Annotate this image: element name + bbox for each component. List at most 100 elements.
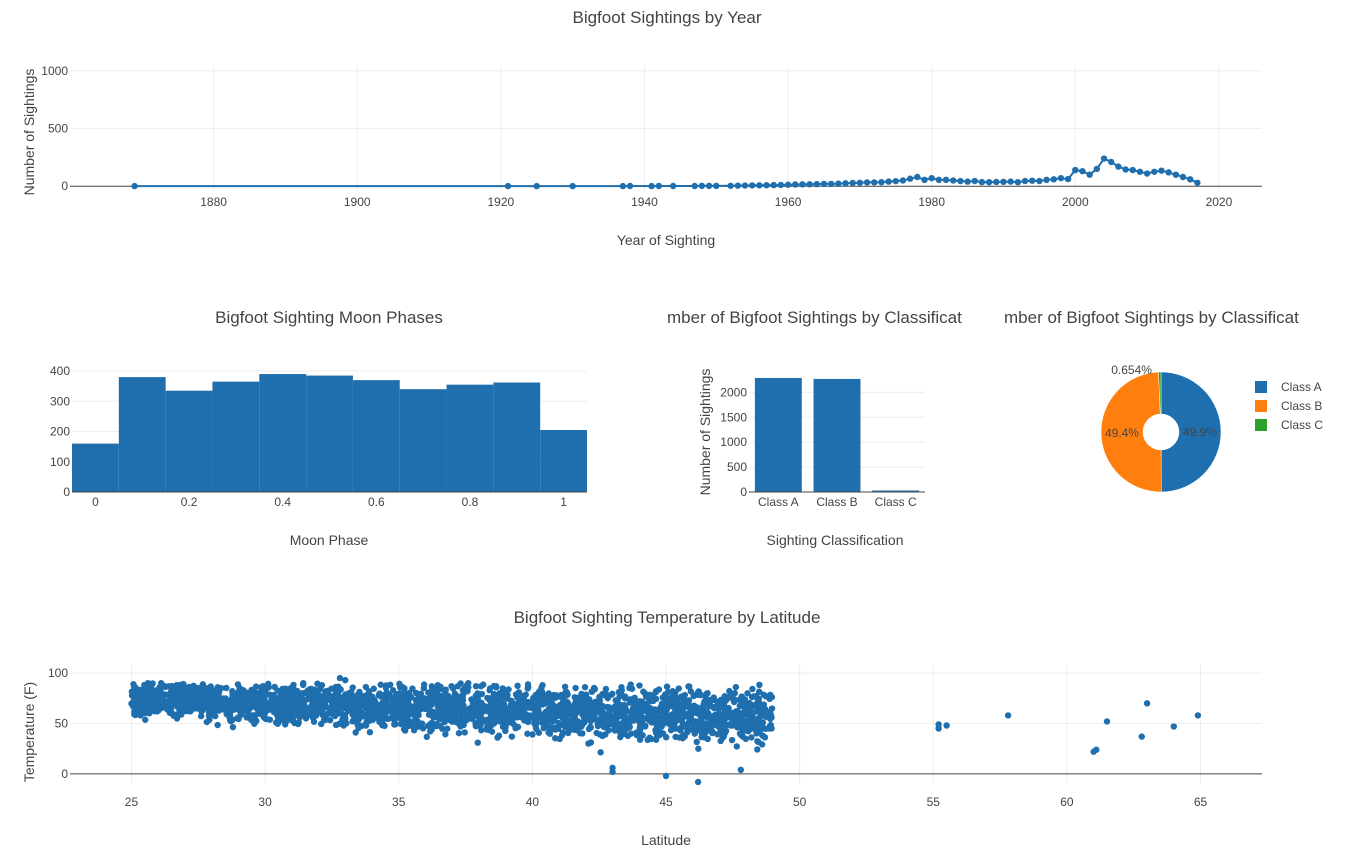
temp-data-point[interactable]	[935, 725, 942, 732]
year-data-point[interactable]	[756, 182, 763, 189]
temp-data-point[interactable]	[943, 722, 950, 729]
year-data-point[interactable]	[978, 178, 986, 186]
classbar-bar[interactable]	[813, 378, 861, 492]
year-data-point[interactable]	[1064, 175, 1072, 183]
temp-data-point[interactable]	[1194, 712, 1202, 719]
moon-histogram-bar[interactable]	[212, 381, 260, 492]
year-data-point[interactable]	[741, 182, 749, 189]
year-data-point[interactable]	[1036, 177, 1043, 185]
year-data-point[interactable]	[705, 182, 713, 190]
year-data-point[interactable]	[835, 180, 842, 187]
year-data-point[interactable]	[533, 182, 540, 190]
moon-histogram-bar[interactable]	[493, 382, 541, 492]
legend-swatch[interactable]	[1255, 381, 1267, 393]
temp-data-point[interactable]	[609, 764, 616, 772]
year-data-point[interactable]	[1129, 166, 1136, 174]
classbar-bar[interactable]	[872, 490, 920, 492]
moon-histogram-bar[interactable]	[72, 443, 119, 492]
moon-histogram-bar[interactable]	[306, 375, 353, 492]
year-data-point[interactable]	[748, 182, 756, 189]
year-data-point[interactable]	[648, 182, 655, 190]
temp-data-point[interactable]	[737, 766, 745, 774]
year-data-point[interactable]	[1000, 178, 1007, 186]
year-data-point[interactable]	[1136, 168, 1144, 175]
moon-histogram-bar[interactable]	[399, 389, 447, 492]
year-data-point[interactable]	[1100, 155, 1108, 162]
year-data-point[interactable]	[763, 181, 770, 189]
pie-slice[interactable]	[1160, 371, 1222, 493]
year-data-point[interactable]	[1007, 178, 1014, 185]
year-data-point[interactable]	[813, 180, 820, 188]
year-data-point[interactable]	[806, 181, 813, 188]
year-data-point[interactable]	[899, 177, 907, 184]
year-data-point[interactable]	[504, 182, 512, 190]
year-data-point[interactable]	[935, 176, 943, 184]
year-data-point[interactable]	[885, 178, 892, 185]
year-data-point[interactable]	[1043, 176, 1050, 184]
temp-data-point[interactable]	[336, 674, 344, 682]
pie-slice[interactable]	[1100, 371, 1162, 493]
year-data-point[interactable]	[1165, 169, 1172, 176]
year-data-point[interactable]	[921, 176, 928, 184]
year-data-point[interactable]	[985, 178, 993, 186]
year-data-point[interactable]	[1194, 179, 1201, 186]
year-data-point[interactable]	[993, 178, 1000, 186]
year-data-point[interactable]	[827, 180, 835, 188]
temp-data-point[interactable]	[694, 778, 702, 786]
year-data-point[interactable]	[655, 182, 663, 190]
year-data-point[interactable]	[770, 181, 777, 189]
year-data-point[interactable]	[784, 181, 792, 188]
year-data-point[interactable]	[1179, 173, 1187, 181]
year-data-point[interactable]	[777, 181, 785, 189]
class-pie-legend[interactable]: Class A Class B Class C	[1255, 380, 1323, 432]
year-data-point[interactable]	[842, 180, 849, 187]
moon-histogram-bar[interactable]	[259, 374, 307, 492]
year-data-point[interactable]	[669, 182, 677, 190]
year-data-point[interactable]	[849, 179, 856, 187]
legend-swatch[interactable]	[1255, 419, 1267, 431]
year-data-point[interactable]	[698, 182, 706, 190]
year-data-point[interactable]	[856, 179, 864, 186]
year-data-point[interactable]	[914, 173, 921, 181]
year-data-point[interactable]	[792, 181, 799, 188]
year-data-point[interactable]	[1050, 176, 1057, 183]
temp-data-point[interactable]	[1143, 700, 1151, 707]
year-data-point[interactable]	[950, 177, 957, 184]
year-data-point[interactable]	[878, 178, 885, 186]
year-data-point[interactable]	[863, 179, 871, 186]
year-data-point[interactable]	[1072, 166, 1079, 174]
pie-slice[interactable]	[1158, 371, 1162, 415]
year-data-point[interactable]	[1086, 171, 1093, 178]
year-data-point[interactable]	[1014, 178, 1022, 186]
year-data-point[interactable]	[1143, 170, 1151, 177]
year-data-point[interactable]	[1057, 174, 1065, 182]
year-data-point[interactable]	[942, 176, 950, 184]
year-data-point[interactable]	[1186, 176, 1194, 183]
year-data-point[interactable]	[727, 182, 734, 189]
year-data-point[interactable]	[1172, 171, 1180, 178]
legend-label[interactable]: Class B	[1281, 399, 1322, 413]
legend-swatch[interactable]	[1255, 400, 1267, 412]
year-data-point[interactable]	[892, 177, 899, 185]
legend-label[interactable]: Class A	[1281, 380, 1322, 394]
year-data-point[interactable]	[971, 177, 978, 185]
temp-data-point[interactable]	[1093, 746, 1100, 753]
year-data-point[interactable]	[964, 178, 971, 185]
year-data-point[interactable]	[1115, 163, 1122, 170]
moon-histogram-bar[interactable]	[446, 384, 494, 492]
classbar-bar[interactable]	[754, 377, 802, 492]
temp-data-point[interactable]	[1103, 718, 1111, 725]
year-data-point[interactable]	[1122, 166, 1129, 173]
year-data-point[interactable]	[799, 181, 806, 188]
moon-histogram-bar[interactable]	[165, 390, 213, 492]
year-data-point[interactable]	[906, 175, 914, 182]
temp-data-point[interactable]	[662, 772, 670, 780]
year-data-point[interactable]	[1108, 158, 1115, 166]
temp-data-point[interactable]	[342, 676, 349, 684]
temp-data-point[interactable]	[1138, 733, 1145, 740]
temp-data-point[interactable]	[1004, 712, 1012, 719]
moon-histogram-bar[interactable]	[540, 430, 587, 492]
year-data-point[interactable]	[569, 182, 576, 190]
year-data-point[interactable]	[1079, 168, 1086, 175]
year-data-point[interactable]	[1093, 165, 1101, 173]
